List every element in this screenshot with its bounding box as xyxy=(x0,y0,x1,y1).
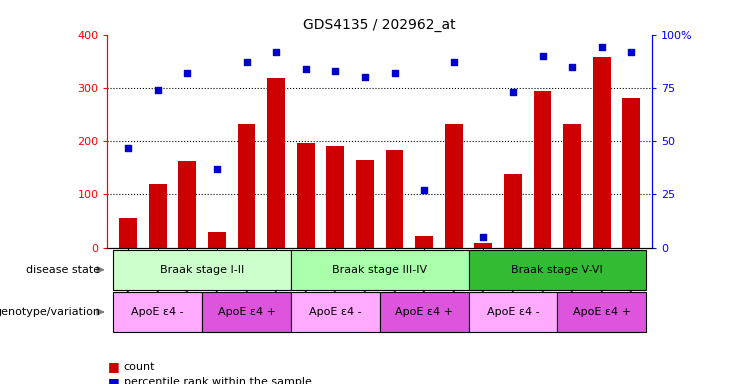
Text: count: count xyxy=(124,362,156,372)
Bar xyxy=(113,250,291,290)
Text: ApoE ε4 -: ApoE ε4 - xyxy=(131,307,184,317)
Point xyxy=(300,66,312,72)
Text: ■: ■ xyxy=(107,360,119,373)
Point xyxy=(566,63,578,70)
Title: GDS4135 / 202962_at: GDS4135 / 202962_at xyxy=(304,18,456,32)
Bar xyxy=(468,250,646,290)
Bar xyxy=(474,243,492,248)
Bar xyxy=(291,292,380,332)
Bar xyxy=(119,218,137,248)
Bar xyxy=(202,292,291,332)
Bar xyxy=(356,160,374,248)
Bar xyxy=(563,124,581,248)
Bar xyxy=(380,292,468,332)
Text: ApoE ε4 +: ApoE ε4 + xyxy=(395,307,453,317)
Bar xyxy=(208,232,226,248)
Bar xyxy=(593,57,611,248)
Bar xyxy=(468,292,557,332)
Bar xyxy=(238,124,256,248)
Bar xyxy=(534,91,551,248)
Bar xyxy=(113,292,202,332)
Text: Braak stage III-IV: Braak stage III-IV xyxy=(332,265,428,275)
Text: ApoE ε4 -: ApoE ε4 - xyxy=(487,307,539,317)
Bar xyxy=(268,78,285,248)
Bar xyxy=(622,99,640,248)
Text: disease state: disease state xyxy=(26,265,100,275)
Text: Braak stage I-II: Braak stage I-II xyxy=(160,265,245,275)
Point xyxy=(507,89,519,95)
Bar xyxy=(504,174,522,248)
Bar xyxy=(291,250,468,290)
Bar xyxy=(557,292,646,332)
Text: Braak stage V-VI: Braak stage V-VI xyxy=(511,265,603,275)
Bar xyxy=(327,146,345,248)
Point xyxy=(152,87,164,93)
Bar xyxy=(297,143,315,248)
Point xyxy=(211,166,223,172)
Point xyxy=(536,53,548,59)
Text: genotype/variation: genotype/variation xyxy=(0,307,100,317)
Text: percentile rank within the sample: percentile rank within the sample xyxy=(124,377,312,384)
Point xyxy=(625,48,637,55)
Point xyxy=(270,48,282,55)
Bar xyxy=(445,124,462,248)
Bar xyxy=(385,150,403,248)
Point xyxy=(448,59,459,65)
Bar xyxy=(149,184,167,248)
Point xyxy=(418,187,430,193)
Bar xyxy=(415,236,433,248)
Point xyxy=(359,74,371,80)
Text: ApoE ε4 +: ApoE ε4 + xyxy=(218,307,276,317)
Text: ApoE ε4 -: ApoE ε4 - xyxy=(309,307,362,317)
Point xyxy=(241,59,253,65)
Point xyxy=(388,70,400,76)
Point xyxy=(596,44,608,50)
Point xyxy=(330,68,342,74)
Point xyxy=(122,144,134,151)
Point xyxy=(477,234,489,240)
Point xyxy=(182,70,193,76)
Text: ■: ■ xyxy=(107,376,119,384)
Bar xyxy=(179,161,196,248)
Text: ApoE ε4 +: ApoE ε4 + xyxy=(573,307,631,317)
